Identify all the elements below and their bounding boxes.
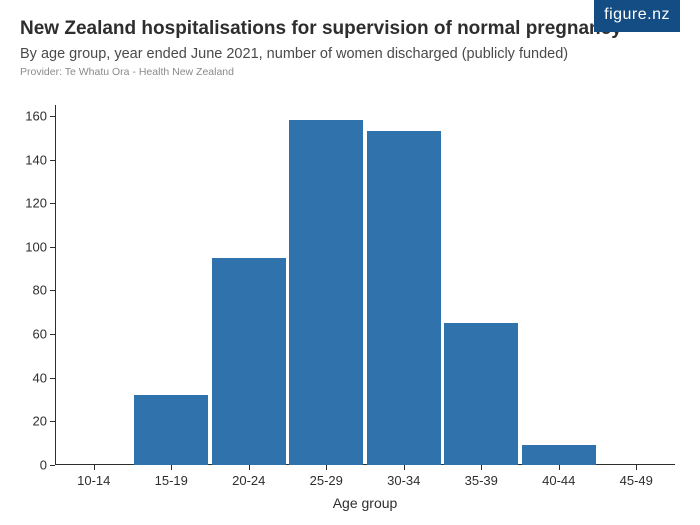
y-tick-mark — [50, 334, 55, 335]
x-tick-label: 30-34 — [387, 473, 420, 488]
y-tick-label: 160 — [25, 108, 47, 123]
y-tick-label: 20 — [33, 414, 47, 429]
plot-area: Age group 02040608010012014016010-1415-1… — [55, 105, 675, 465]
x-tick-mark — [249, 465, 250, 470]
y-tick-mark — [50, 290, 55, 291]
chart-title: New Zealand hospitalisations for supervi… — [20, 18, 680, 40]
y-tick-mark — [50, 465, 55, 466]
chart-subtitle: By age group, year ended June 2021, numb… — [20, 46, 680, 62]
brand-logo-text: figure.nz — [604, 6, 670, 23]
x-axis-title: Age group — [333, 495, 398, 511]
y-tick-mark — [50, 160, 55, 161]
chart-figure: figure.nz New Zealand hospitalisations f… — [0, 0, 700, 525]
y-tick-mark — [50, 116, 55, 117]
y-tick-label: 100 — [25, 239, 47, 254]
x-tick-mark — [326, 465, 327, 470]
x-tick-label: 15-19 — [155, 473, 188, 488]
x-tick-label: 20-24 — [232, 473, 265, 488]
bar — [212, 258, 286, 465]
bar — [134, 395, 208, 465]
y-tick-mark — [50, 203, 55, 204]
x-tick-label: 35-39 — [465, 473, 498, 488]
x-tick-mark — [94, 465, 95, 470]
x-tick-label: 10-14 — [77, 473, 110, 488]
y-axis-line — [55, 105, 56, 465]
bar — [367, 131, 441, 465]
y-tick-label: 60 — [33, 327, 47, 342]
x-tick-label: 25-29 — [310, 473, 343, 488]
x-tick-label: 40-44 — [542, 473, 575, 488]
y-tick-mark — [50, 421, 55, 422]
y-tick-label: 120 — [25, 196, 47, 211]
x-tick-mark — [636, 465, 637, 470]
x-tick-mark — [171, 465, 172, 470]
bar — [522, 445, 596, 465]
x-tick-label: 45-49 — [620, 473, 653, 488]
y-tick-label: 0 — [40, 458, 47, 473]
brand-logo: figure.nz — [594, 0, 680, 32]
y-tick-mark — [50, 378, 55, 379]
y-tick-label: 40 — [33, 370, 47, 385]
x-tick-mark — [481, 465, 482, 470]
y-tick-label: 140 — [25, 152, 47, 167]
x-tick-mark — [404, 465, 405, 470]
x-tick-mark — [559, 465, 560, 470]
chart-provider: Provider: Te Whatu Ora - Health New Zeal… — [20, 66, 680, 78]
bar — [289, 120, 363, 465]
y-tick-label: 80 — [33, 283, 47, 298]
bar — [444, 323, 518, 465]
y-tick-mark — [50, 247, 55, 248]
